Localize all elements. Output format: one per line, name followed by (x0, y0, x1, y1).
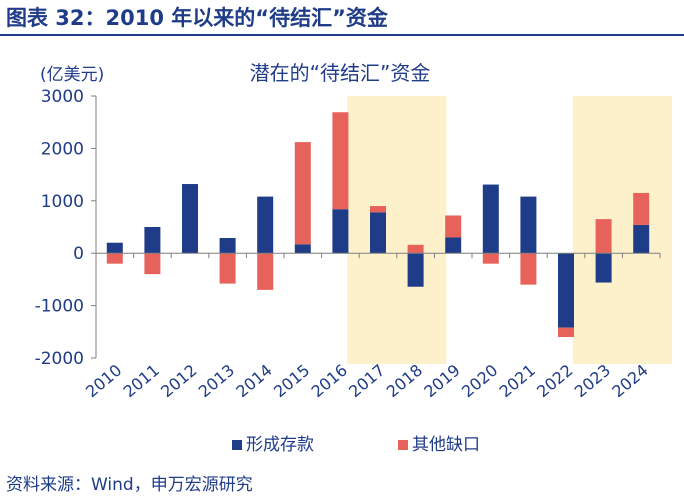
legend: 形成存款 其他缺口 (232, 435, 480, 455)
y-tick-label: 2000 (41, 139, 84, 159)
bar-2021-s1 (520, 196, 537, 254)
y-tick-label: -1000 (35, 297, 84, 317)
bar-2019-s1 (445, 237, 462, 254)
legend-swatch-2 (398, 440, 408, 450)
x-tick-label: 2015 (270, 361, 313, 402)
bar-2010-s1 (106, 242, 123, 254)
y-tick-label: 1000 (41, 192, 84, 212)
x-tick-label: 2013 (195, 361, 238, 402)
y-tick-labels: 3000 2000 1000 0 -1000 -2000 (35, 87, 84, 369)
bar-2020-s1 (482, 184, 499, 254)
x-tick-label: 2022 (533, 361, 576, 402)
bar-2022-s2 (558, 327, 574, 338)
x-tick-label: 2021 (496, 361, 539, 402)
y-axis-label: (亿美元) (40, 65, 104, 85)
bar-2012-s1 (182, 184, 198, 254)
bar-2015-s1 (294, 244, 311, 254)
bar-2024-s2 (633, 192, 650, 225)
bar-2013-s1 (219, 238, 236, 254)
x-tick-labels: 2010201120122013201420152016201720182019… (82, 361, 652, 402)
bar-2016-s2 (332, 112, 349, 210)
x-tick-label: 2017 (345, 361, 388, 402)
source-note: 资料来源：Wind，申万宏源研究 (6, 475, 253, 495)
bar-2015-s2 (294, 142, 311, 245)
figure-title: 图表 32：2010 年以来的“待结汇”资金 (6, 6, 388, 30)
bar-2014-s2 (257, 253, 274, 290)
bar-2013-s2 (219, 253, 236, 284)
y-tick-label: 3000 (41, 87, 84, 107)
highlight-band-1 (572, 96, 672, 364)
bar-2014-s1 (257, 196, 274, 254)
x-tick-label: 2012 (157, 361, 200, 402)
bars (106, 112, 650, 338)
x-tick-label: 2023 (571, 361, 614, 402)
bar-2024-s1 (633, 224, 650, 254)
bar-2020-s2 (482, 253, 499, 264)
bar-2011-s2 (144, 253, 161, 275)
x-tick-label: 2020 (458, 361, 501, 402)
bar-2010-s2 (106, 253, 123, 264)
x-tick-label: 2024 (608, 361, 651, 402)
bar-2023-s1 (595, 253, 612, 283)
bar-2017-s1 (370, 212, 386, 254)
x-tick-label: 2016 (308, 361, 351, 402)
legend-label-1: 形成存款 (246, 435, 314, 455)
chart: 潜在的“待结汇”资金 (亿美元) 3000 2000 1000 0 -1000 -2000… (35, 61, 672, 455)
bar-2018-s2 (407, 244, 424, 254)
bar-2011-s1 (144, 227, 161, 254)
x-tick-label: 2019 (420, 361, 463, 402)
legend-swatch-1 (232, 440, 242, 450)
bar-2021-s2 (520, 253, 537, 285)
chart-title: 潜在的“待结汇”资金 (250, 61, 431, 85)
x-tick-label: 2011 (120, 361, 163, 402)
bar-2023-s2 (595, 219, 612, 254)
y-tick-label: -2000 (35, 349, 84, 369)
x-tick-label: 2018 (383, 361, 426, 402)
bar-2016-s1 (332, 209, 349, 254)
bar-2022-s1 (558, 253, 574, 328)
title-divider (0, 34, 684, 36)
x-tick-label: 2010 (82, 361, 125, 402)
bar-2018-s1 (407, 253, 424, 287)
bar-2017-s2 (370, 206, 386, 213)
highlight-band-0 (347, 96, 447, 364)
axes (91, 95, 661, 359)
legend-label-2: 其他缺口 (412, 435, 480, 455)
highlight-bands (347, 96, 672, 364)
x-tick-label: 2014 (232, 361, 275, 402)
bar-2019-s2 (445, 215, 462, 238)
y-tick-label: 0 (73, 244, 84, 264)
